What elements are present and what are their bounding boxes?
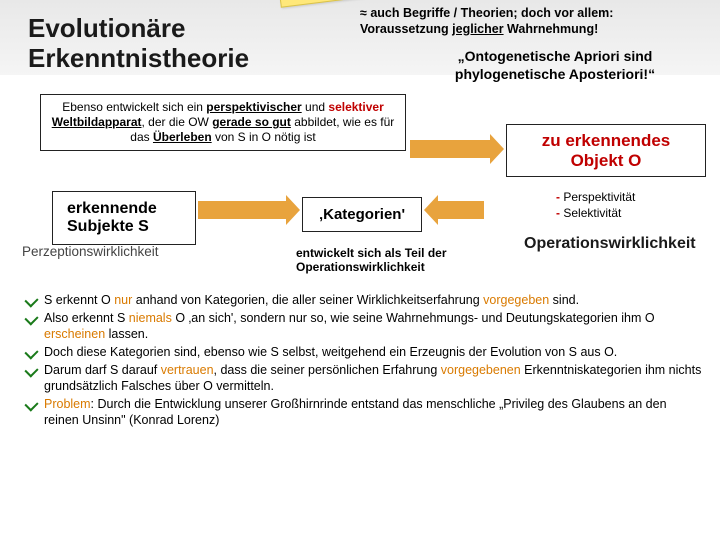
arrow-icon (438, 201, 484, 219)
perspective-list: - Perspektivität - Selektivität (556, 190, 635, 221)
subtitle-note: ≈ auch Begriffe / Theorien; doch vor all… (360, 6, 705, 37)
categories-subtext: entwickelt sich als Teil der Operationsw… (296, 246, 506, 275)
list-item: Problem: Durch die Entwicklung unserer G… (24, 396, 704, 428)
perception-label: Perzeptionswirklichkeit (22, 244, 159, 259)
arrow-icon (198, 201, 286, 219)
arrow-icon (410, 140, 490, 158)
list-item: Also erkennt S niemals O ‚an sich', sond… (24, 310, 704, 342)
box-subject: erkennende Subjekte S (52, 191, 196, 245)
page-title: Evolutionäre Erkenntnistheorie (28, 14, 249, 74)
operations-label: Operationswirklichkeit (524, 235, 696, 253)
description-box: Ebenso entwickelt sich ein perspektivisc… (40, 94, 406, 151)
box-categories: ‚Kategorien' (302, 197, 422, 232)
list-item: S erkennt O nur anhand von Kategorien, d… (24, 292, 704, 308)
title-line2: Erkenntnistheorie (28, 44, 249, 74)
bullet-list: S erkennt O nur anhand von Kategorien, d… (24, 292, 704, 430)
box-object: zu erkennendes Objekt O (506, 124, 706, 177)
title-line1: Evolutionäre (28, 14, 249, 44)
list-item: Darum darf S darauf vertrauen, dass die … (24, 362, 704, 394)
list-item: Doch diese Kategorien sind, ebenso wie S… (24, 344, 704, 360)
quote-box: „Ontogenetische Apriori sind phylogeneti… (404, 48, 706, 83)
